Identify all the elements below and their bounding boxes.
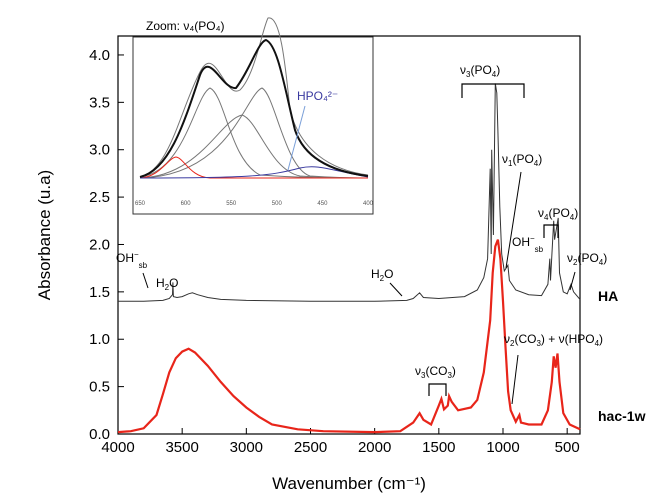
x-tick-label: 3000 <box>230 439 263 456</box>
y-tick-label: 2.0 <box>89 236 110 253</box>
x-tick-label: 3500 <box>165 439 198 456</box>
inset-title: Zoom: ν₄(PO₄) <box>146 19 224 33</box>
inset-fit-peak-red <box>139 156 368 179</box>
series-line-hac-1w <box>117 239 581 434</box>
y-tick-label: 0.0 <box>89 426 110 443</box>
svg-text:ν2(PO4): ν2(PO4) <box>567 251 607 267</box>
annotation-h2o-bend: H2O <box>371 267 403 297</box>
svg-text:OH−sb: OH−sb <box>512 234 544 254</box>
inset-x-tick-label: 450 <box>317 201 328 207</box>
inset-x-tick-label: 400 <box>363 201 374 207</box>
inset-x-tick-label: 550 <box>226 201 237 207</box>
svg-text:ν2(CO3) + ν(HPO4): ν2(CO3) + ν(HPO4) <box>504 332 603 348</box>
y-tick-label: 3.0 <box>89 142 110 159</box>
svg-text:ν3(CO3): ν3(CO3) <box>415 364 456 380</box>
plot-frame <box>117 35 581 435</box>
annotation-oh-sb: OH−sb <box>116 250 149 289</box>
annotation-v3-co3: ν3(CO3) <box>415 364 456 396</box>
annotation-v3-po4: ν3(PO4) <box>460 63 525 98</box>
svg-text:ν4(PO4): ν4(PO4) <box>538 206 578 222</box>
inset-envelope-line <box>139 38 369 178</box>
x-axis-title: Wavenumber (cm⁻¹) <box>272 474 426 493</box>
series-label-hac-1w: hac-1w <box>598 408 646 424</box>
y-tick-label: 0.5 <box>89 379 110 396</box>
y-axis: 0.0 0.5 1.0 1.5 2.0 2.5 3.0 3.5 4.0 <box>89 47 124 443</box>
inset-x-tick-label: 500 <box>272 201 283 207</box>
inset-hpo4-label: HPO₄²⁻ <box>297 89 338 103</box>
annotation-v1-po4: ν1(PO4) <box>502 152 542 269</box>
svg-text:ν1(PO4): ν1(PO4) <box>502 152 542 168</box>
inset-label-leader <box>287 105 306 171</box>
inset-x-axis: 650 600 550 500 450 400 <box>135 201 374 207</box>
inset-x-tick-label: 600 <box>181 201 192 207</box>
annotation-h2o-stretch: H2O <box>156 276 178 292</box>
y-tick-label: 3.5 <box>89 94 110 111</box>
x-tick-label: 2000 <box>358 439 391 456</box>
y-tick-label: 4.0 <box>89 47 110 64</box>
annotation-oh-sb-2: OH−sb <box>512 234 544 254</box>
inset-x-tick-label: 650 <box>135 201 146 207</box>
x-tick-label: 2500 <box>294 439 327 456</box>
inset-zoom: Zoom: ν₄(PO₄) 650 600 550 500 450 400 HPO₄²⁻ <box>132 17 374 215</box>
x-tick-label: 500 <box>555 439 580 456</box>
inset-fit-peak-4 <box>139 87 369 179</box>
y-tick-label: 1.0 <box>89 331 110 348</box>
x-tick-label: 1000 <box>486 439 519 456</box>
x-tick-label: 1500 <box>422 439 455 456</box>
inset-fit-peak-1 <box>139 17 369 178</box>
svg-text:OH−sb: OH−sb <box>116 250 148 270</box>
inset-fit-peak-hpo4 <box>139 166 369 179</box>
y-axis-title: Absorbance (u.a) <box>35 170 54 300</box>
annotation-v2-po4: ν2(PO4) <box>567 251 607 291</box>
series-label-ha: HA <box>598 288 618 304</box>
y-tick-label: 1.5 <box>89 284 110 301</box>
annotation-v4-po4: ν4(PO4) <box>538 206 578 238</box>
x-tick-label: 4000 <box>101 439 134 456</box>
svg-text:H2O: H2O <box>156 276 178 292</box>
annotation-v2-co3-hpo4: ν2(CO3) + ν(HPO4) <box>504 332 603 405</box>
y-tick-label: 2.5 <box>89 189 110 206</box>
series-line-ha <box>118 83 581 302</box>
svg-text:H2O: H2O <box>371 267 393 283</box>
svg-text:ν3(PO4): ν3(PO4) <box>460 63 500 79</box>
